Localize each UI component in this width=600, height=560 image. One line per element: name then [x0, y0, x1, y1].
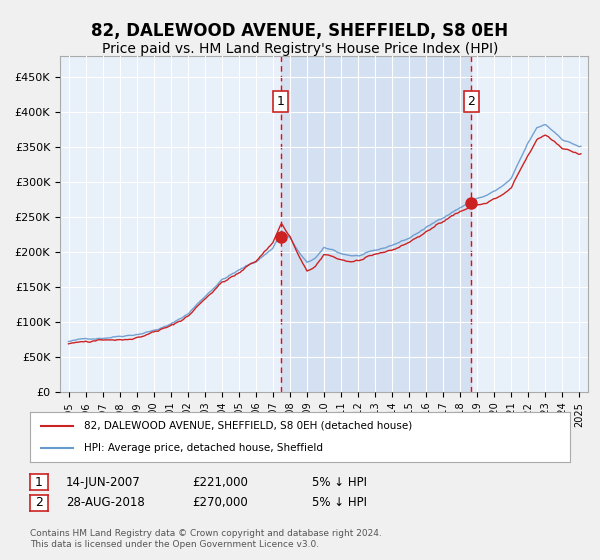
Text: Contains HM Land Registry data © Crown copyright and database right 2024.
This d: Contains HM Land Registry data © Crown c…	[30, 529, 382, 549]
Bar	[281, 56, 472, 392]
Text: 2: 2	[467, 95, 475, 108]
Text: 5% ↓ HPI: 5% ↓ HPI	[312, 476, 367, 489]
Text: £221,000: £221,000	[192, 476, 248, 489]
Text: 5% ↓ HPI: 5% ↓ HPI	[312, 496, 367, 510]
Text: Price paid vs. HM Land Registry's House Price Index (HPI): Price paid vs. HM Land Registry's House …	[102, 42, 498, 56]
Text: 82, DALEWOOD AVENUE, SHEFFIELD, S8 0EH (detached house): 82, DALEWOOD AVENUE, SHEFFIELD, S8 0EH (…	[84, 421, 412, 431]
Text: 82, DALEWOOD AVENUE, SHEFFIELD, S8 0EH: 82, DALEWOOD AVENUE, SHEFFIELD, S8 0EH	[91, 22, 509, 40]
Text: 28-AUG-2018: 28-AUG-2018	[66, 496, 145, 510]
Text: 1: 1	[35, 475, 43, 489]
Text: £270,000: £270,000	[192, 496, 248, 510]
Text: 2: 2	[35, 496, 43, 510]
Text: 1: 1	[277, 95, 284, 108]
Text: HPI: Average price, detached house, Sheffield: HPI: Average price, detached house, Shef…	[84, 443, 323, 453]
Text: 14-JUN-2007: 14-JUN-2007	[66, 476, 141, 489]
